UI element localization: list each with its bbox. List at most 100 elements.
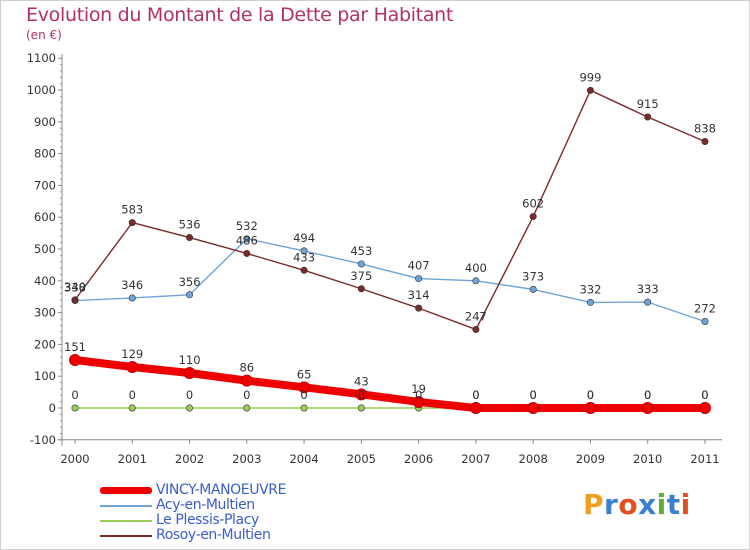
x-tick-label: 2009 bbox=[576, 452, 605, 466]
data-label: 0 bbox=[529, 388, 536, 402]
data-point bbox=[300, 247, 308, 255]
data-point bbox=[298, 381, 311, 394]
data-point bbox=[71, 404, 79, 412]
data-label: 602 bbox=[522, 197, 544, 211]
data-label: 0 bbox=[529, 388, 536, 402]
data-point bbox=[186, 291, 194, 299]
data-label: 407 bbox=[408, 259, 430, 273]
data-label: 346 bbox=[121, 278, 143, 292]
legend-swatch-vincy bbox=[100, 487, 152, 494]
data-label: 0 bbox=[300, 388, 307, 402]
data-label: 0 bbox=[358, 388, 365, 402]
data-label: 375 bbox=[350, 269, 372, 283]
y-tick-label: 100 bbox=[34, 369, 56, 383]
data-point bbox=[701, 318, 709, 326]
data-label: 0 bbox=[186, 388, 193, 402]
data-point bbox=[243, 235, 251, 243]
data-label: 340 bbox=[64, 280, 86, 294]
legend-swatch-rosoy bbox=[100, 535, 152, 537]
y-tick-label: 800 bbox=[34, 147, 56, 161]
data-point bbox=[186, 404, 194, 412]
data-point bbox=[240, 374, 253, 387]
legend-swatch-acy bbox=[100, 505, 152, 507]
data-label: 0 bbox=[644, 388, 651, 402]
y-tick-label: 500 bbox=[34, 242, 56, 256]
logo-letter: r bbox=[604, 488, 619, 521]
legend-label-rosoy: Rosoy-en-Multien bbox=[156, 527, 271, 543]
data-label: 486 bbox=[236, 233, 258, 247]
data-label: 338 bbox=[64, 281, 86, 295]
x-tick-label: 2004 bbox=[289, 452, 318, 466]
x-tick-label: 2005 bbox=[347, 452, 376, 466]
data-label: 272 bbox=[694, 302, 716, 316]
data-point bbox=[698, 402, 711, 414]
data-point bbox=[472, 277, 480, 285]
x-tick-label: 2011 bbox=[690, 452, 719, 466]
series-line-3 bbox=[74, 89, 706, 331]
data-label: 0 bbox=[129, 388, 136, 402]
data-label: 0 bbox=[71, 388, 78, 402]
data-point bbox=[586, 298, 594, 306]
data-point bbox=[357, 404, 365, 412]
data-point bbox=[529, 285, 537, 293]
data-label: 433 bbox=[293, 250, 315, 264]
y-tick-label: 1100 bbox=[27, 51, 56, 65]
data-label: 356 bbox=[179, 275, 201, 289]
data-point bbox=[415, 304, 423, 312]
data-point bbox=[469, 402, 482, 414]
data-label: 65 bbox=[297, 367, 312, 381]
data-point bbox=[584, 402, 597, 414]
y-tick-label: 700 bbox=[34, 178, 56, 192]
y-tick-label: -100 bbox=[30, 433, 56, 447]
data-point bbox=[243, 249, 251, 257]
legend-label-plessis: Le Plessis-Placy bbox=[156, 512, 259, 528]
data-point bbox=[243, 404, 251, 412]
data-label: 151 bbox=[64, 340, 86, 354]
data-label: 0 bbox=[243, 388, 250, 402]
data-label: 0 bbox=[644, 388, 651, 402]
data-label: 999 bbox=[579, 70, 601, 84]
y-tick-label: 0 bbox=[49, 401, 56, 415]
legend-label-acy: Acy-en-Multien bbox=[156, 497, 255, 513]
data-point bbox=[357, 285, 365, 293]
data-point bbox=[126, 360, 139, 373]
data-label: 333 bbox=[637, 282, 659, 296]
data-point bbox=[300, 404, 308, 412]
data-label: 400 bbox=[465, 261, 487, 275]
data-label: 19 bbox=[411, 382, 426, 396]
data-point bbox=[701, 138, 709, 146]
data-label: 0 bbox=[701, 388, 708, 402]
y-tick-label: 400 bbox=[34, 274, 56, 288]
x-tick-label: 2001 bbox=[118, 452, 147, 466]
data-point bbox=[69, 353, 81, 366]
data-point bbox=[186, 234, 194, 242]
logo-letter: x bbox=[638, 488, 657, 521]
data-point bbox=[128, 294, 136, 302]
logo-letter: t bbox=[666, 488, 681, 521]
data-label: 583 bbox=[121, 203, 143, 217]
data-point bbox=[527, 402, 540, 414]
x-tick-label: 2008 bbox=[519, 452, 548, 466]
data-label: 0 bbox=[415, 388, 422, 402]
logo-letter: i bbox=[656, 488, 667, 521]
data-label: 247 bbox=[465, 309, 487, 323]
data-label: 110 bbox=[179, 353, 201, 367]
x-tick-label: 2000 bbox=[60, 452, 89, 466]
data-point bbox=[128, 404, 136, 412]
y-tick-label: 1000 bbox=[27, 83, 56, 97]
data-point bbox=[644, 113, 652, 121]
data-label: 453 bbox=[350, 244, 372, 258]
data-label: 86 bbox=[239, 361, 254, 375]
proxiti-logo: Proxiti bbox=[583, 488, 691, 521]
data-label: 43 bbox=[354, 374, 369, 388]
data-label: 915 bbox=[637, 97, 659, 111]
data-label: 0 bbox=[472, 388, 479, 402]
unit-label: (en €) bbox=[26, 28, 62, 42]
data-label: 0 bbox=[587, 388, 594, 402]
data-label: 332 bbox=[579, 282, 601, 296]
data-label: 129 bbox=[121, 347, 143, 361]
data-point bbox=[586, 86, 594, 94]
data-point bbox=[641, 402, 654, 414]
